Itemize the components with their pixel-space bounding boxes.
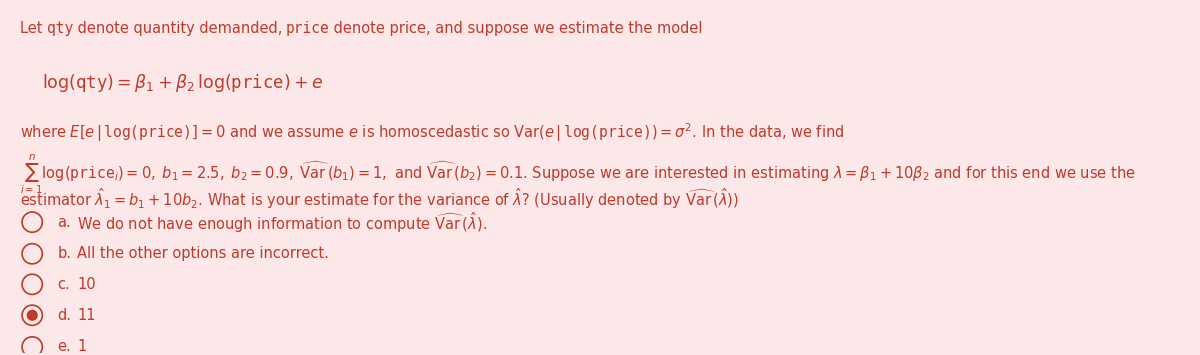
- Text: estimator $\hat{\lambda}_1 = b_1 + 10b_2$. What is your estimate for the varianc: estimator $\hat{\lambda}_1 = b_1 + 10b_2…: [20, 186, 739, 211]
- Text: a.: a.: [58, 215, 71, 230]
- Text: All the other options are incorrect.: All the other options are incorrect.: [78, 246, 329, 261]
- Text: denote quantity demanded,: denote quantity demanded,: [73, 21, 287, 36]
- Text: 1: 1: [78, 339, 86, 354]
- Text: d.: d.: [58, 308, 71, 323]
- Text: qty: qty: [47, 21, 73, 36]
- Text: We do not have enough information to compute $\widehat{\mathrm{Var}}\,(\hat{\lam: We do not have enough information to com…: [78, 210, 487, 235]
- Text: b.: b.: [58, 246, 71, 261]
- Text: Let: Let: [20, 21, 48, 36]
- Text: price: price: [286, 21, 330, 36]
- Text: denote price, and suppose we estimate the model: denote price, and suppose we estimate th…: [329, 21, 703, 36]
- Text: where $E[e\,|\,\mathtt{log(price)}] = 0$ and we assume $e$ is homoscedastic so $: where $E[e\,|\,\mathtt{log(price)}] = 0$…: [20, 121, 845, 144]
- Text: 11: 11: [78, 308, 96, 323]
- Text: $\log(\mathtt{qty}) = \beta_1 + \beta_2\,\log(\mathtt{price}) + e$: $\log(\mathtt{qty}) = \beta_1 + \beta_2\…: [42, 72, 323, 94]
- Text: 10: 10: [78, 277, 96, 292]
- Text: e.: e.: [58, 339, 71, 354]
- Ellipse shape: [26, 310, 37, 321]
- Text: c.: c.: [58, 277, 70, 292]
- Text: $\sum_{i=1}^{n}\log(\mathtt{price}_i) = 0,\;b_1 = 2.5,\;b_2 = 0.9,\;\widehat{\ma: $\sum_{i=1}^{n}\log(\mathtt{price}_i) = …: [20, 153, 1136, 196]
